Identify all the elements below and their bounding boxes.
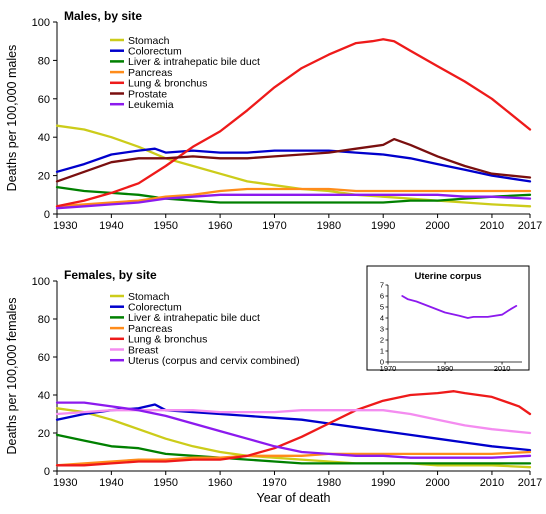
y-tick-label: 20 [38, 171, 50, 183]
inset-title: Uterine corpus [414, 271, 481, 282]
y-tick-label: 40 [38, 390, 50, 402]
panel-title: Males, by site [64, 9, 142, 23]
y-tick-label: 80 [38, 55, 50, 67]
series-line-1 [55, 147, 532, 183]
x-tick-label: 1940 [99, 220, 123, 232]
inset-x-tick-label: 1990 [437, 364, 454, 373]
x-tick-label: 2000 [425, 220, 449, 232]
series-line-5 [55, 409, 532, 435]
series-line-3 [55, 450, 532, 467]
legend-entry: Uterus (corpus and cervix combined) [128, 355, 300, 367]
y-tick-label: 40 [38, 132, 50, 144]
y-axis-label: Deaths per 100,000 females [5, 297, 19, 454]
x-tick-label: 1940 [99, 477, 123, 489]
panel-title: Females, by site [64, 268, 157, 282]
x-tick-label: 1950 [153, 477, 177, 489]
legend-entry: Prostate [128, 88, 167, 100]
y-tick-label: 60 [38, 352, 50, 364]
y-tick-label: 20 [38, 428, 50, 440]
x-tick-label: 1960 [208, 477, 232, 489]
x-tick-label: 1930 [53, 477, 77, 489]
inset-frame [366, 265, 530, 371]
x-axis-label: Year of death [257, 491, 331, 505]
legend-entry: Stomach [128, 35, 170, 47]
x-tick-label: 2010 [480, 220, 504, 232]
inset-y-tick-label: 7 [380, 281, 384, 290]
x-tick-label: 2017 [518, 477, 542, 489]
x-tick-label: 2010 [480, 477, 504, 489]
x-tick-label: 1970 [262, 220, 286, 232]
x-tick-label: 1950 [153, 220, 177, 232]
y-tick-label: 100 [32, 276, 50, 288]
legend-entry: Liver & intrahepatic bile duct [128, 56, 260, 68]
legend-entry: Lung & bronchus [128, 78, 207, 90]
y-axis-label: Deaths per 100,000 males [5, 45, 19, 192]
series-line-1 [55, 403, 532, 452]
x-tick-label: 1980 [317, 477, 341, 489]
x-tick-label: 2017 [518, 220, 542, 232]
series-line-0 [55, 407, 532, 469]
inset-y-tick-label: 3 [380, 325, 384, 334]
series-line-2 [55, 185, 532, 204]
x-tick-label: 1960 [208, 220, 232, 232]
y-tick-label: 80 [38, 314, 50, 326]
inset-y-tick-label: 1 [380, 347, 384, 356]
x-tick-label: 1930 [53, 220, 77, 232]
inset-x-tick-label: 1970 [380, 364, 397, 373]
legend-entry: Colorectum [128, 46, 182, 58]
series-line-6 [55, 193, 532, 210]
inset-uterine-corpus: Uterine corpus 0 1 2 3 4 5 6 7 1970 1990 2010 [366, 265, 530, 373]
y-tick-label: 0 [44, 466, 50, 478]
x-tick-label: 1990 [371, 477, 395, 489]
inset-x-tick-label: 2010 [494, 364, 511, 373]
legend-entry: Stomach [128, 291, 170, 303]
y-tick-label: 0 [44, 209, 50, 221]
series-line-4 [55, 38, 532, 208]
x-tick-label: 2000 [425, 477, 449, 489]
panel-males: 0 20 40 60 80 100 1930 1940 1950 1960 1970 1980 1990… [5, 9, 542, 232]
inset-y-tick-label: 2 [380, 336, 384, 345]
legend-entry: Lung & bronchus [128, 334, 207, 346]
series-line-5 [55, 137, 532, 183]
series-line-3 [55, 187, 532, 208]
x-tick-label: 1970 [262, 477, 286, 489]
legend-entry: Breast [128, 344, 158, 356]
series-line-6 [55, 401, 532, 459]
series-line-2 [55, 433, 532, 465]
inset-y-tick-label: 0 [380, 358, 384, 367]
inset-y-tick-label: 5 [380, 303, 384, 312]
x-tick-label: 1990 [371, 220, 395, 232]
inset-y-tick-label: 4 [380, 314, 384, 323]
legend-entry: Leukemia [128, 99, 174, 111]
legend-entry: Colorectum [128, 302, 182, 314]
series-line-4 [55, 390, 532, 467]
inset-series-line-0 [401, 295, 518, 319]
y-tick-label: 60 [38, 94, 50, 106]
legend-entry: Liver & intrahepatic bile duct [128, 312, 260, 324]
x-tick-label: 1980 [317, 220, 341, 232]
inset-y-tick-label: 6 [380, 292, 384, 301]
legend-entry: Pancreas [128, 323, 172, 335]
legend-entry: Pancreas [128, 67, 172, 79]
y-tick-label: 100 [32, 17, 50, 29]
